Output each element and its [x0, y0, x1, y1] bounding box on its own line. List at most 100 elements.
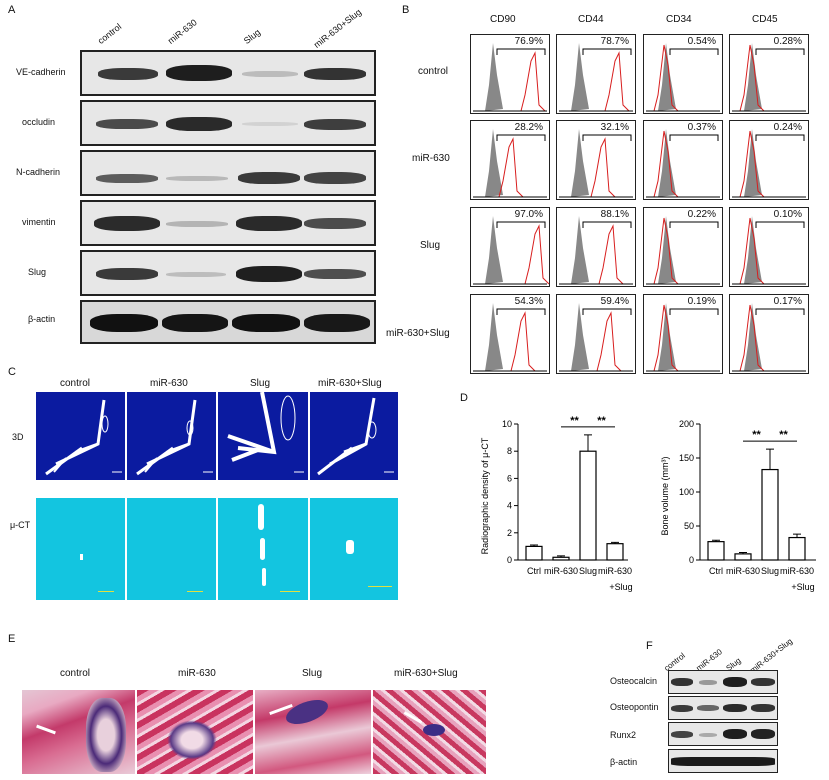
blot-vimentin: [80, 200, 376, 246]
y-tick-label: 2: [507, 528, 512, 538]
gate-percentage: 32.1%: [600, 122, 629, 133]
error-bar: [530, 544, 538, 547]
marker-histogram: [510, 311, 536, 372]
gate-percentage: 0.22%: [687, 209, 716, 220]
ct-3d-image: [310, 392, 398, 480]
isotype-histogram: [571, 216, 589, 284]
blot-n-cadherin: [80, 150, 376, 196]
error-bar: [557, 555, 565, 558]
blot-osteocalcin: [668, 670, 778, 694]
flow-histogram: 54.3%: [470, 294, 550, 374]
marker-histogram: [739, 304, 765, 372]
blot-row-label: vimentin: [22, 217, 56, 227]
flow-row-label: Slug: [420, 240, 441, 251]
flow-histogram: 0.28%: [729, 34, 809, 114]
flow-histogram: 76.9%: [470, 34, 550, 114]
marker-histogram: [739, 130, 765, 198]
gate-bracket: [496, 134, 546, 141]
flow-histogram: 0.10%: [729, 207, 809, 287]
panel-label-d: D: [460, 392, 468, 404]
flow-histogram: 0.54%: [643, 34, 723, 114]
y-tick-label: 8: [507, 446, 512, 456]
y-axis-label: Bone volume (mm³): [660, 456, 670, 535]
panel-label-f: F: [646, 640, 653, 652]
ct-mu-image: [218, 498, 308, 600]
gate-percentage: 78.7%: [600, 36, 629, 47]
gate-percentage: 54.3%: [514, 296, 543, 307]
marker-histogram: [498, 137, 524, 198]
blot-osteopontin: [668, 696, 778, 720]
flow-row-label: miR-630: [412, 153, 450, 164]
significance-marker: **: [597, 416, 606, 427]
marker-histogram: [604, 51, 630, 112]
x-tick-label: Slug: [761, 566, 779, 576]
gate-percentage: 0.10%: [773, 209, 802, 220]
ct-col-label: control: [60, 378, 91, 389]
histo-col-label: miR-630: [178, 668, 216, 679]
isotype-histogram: [571, 43, 589, 111]
ct-mu-image: [36, 498, 125, 600]
x-tick-label: miR-630: [780, 566, 814, 576]
gate-percentage: 0.19%: [687, 296, 716, 307]
y-tick-label: 0: [507, 555, 512, 565]
histo-col-label: Slug: [302, 668, 323, 679]
gate-bracket: [755, 48, 805, 55]
flow-histogram: 97.0%: [470, 207, 550, 287]
error-bar: [712, 539, 720, 542]
gate-bracket: [582, 308, 632, 315]
flow-row-label: miR-630+Slug: [386, 328, 450, 339]
ct-mu-image: [310, 498, 398, 600]
isotype-histogram: [744, 303, 762, 371]
gate-bracket: [582, 134, 632, 141]
marker-histogram: [653, 217, 679, 285]
isotype-histogram: [744, 129, 762, 197]
x-tick-label: Ctrl: [527, 566, 541, 576]
histology-image: [22, 690, 135, 774]
isotype-histogram: [571, 129, 589, 197]
y-tick-label: 4: [507, 501, 512, 511]
y-tick-label: 150: [679, 453, 694, 463]
histology-image: [373, 690, 486, 774]
blot-f-row-label: Runx2: [610, 730, 637, 740]
y-axis-label: Radiographic density of μ-CT: [480, 437, 490, 554]
flow-histogram: 0.17%: [729, 294, 809, 374]
gate-percentage: 97.0%: [514, 209, 543, 220]
histo-col-label: miR-630+Slug: [394, 668, 458, 679]
blot-row-label: VE-cadherin: [16, 67, 66, 77]
y-tick-label: 100: [679, 487, 694, 497]
gate-bracket: [496, 308, 546, 315]
y-tick-label: 6: [507, 473, 512, 483]
error-bar: [611, 541, 619, 544]
gate-bracket: [755, 134, 805, 141]
bar: [788, 536, 806, 561]
bar: [525, 545, 543, 561]
blot-a-col-label: miR-630+Slug: [311, 6, 364, 50]
marker-histogram: [739, 44, 765, 112]
marker-histogram: [598, 224, 624, 285]
flow-histogram: 0.37%: [643, 120, 723, 200]
histology-image: [255, 690, 371, 774]
blot-a-col-label: Slug: [241, 27, 263, 46]
marker-header: CD45: [752, 14, 778, 25]
bar: [761, 468, 779, 561]
panel-label-e: E: [8, 633, 16, 645]
isotype-histogram: [744, 216, 762, 284]
significance-marker: **: [752, 429, 761, 441]
isotype-histogram: [658, 216, 676, 284]
histology-image: [137, 690, 253, 774]
gate-percentage: 0.37%: [687, 122, 716, 133]
blot-f-row-label: β-actin: [610, 757, 638, 767]
isotype-histogram: [744, 43, 762, 111]
x-tick-label: miR-630: [726, 566, 760, 576]
y-tick-label: 200: [679, 419, 694, 429]
x-tick-label: Ctrl: [709, 566, 723, 576]
x-tick-label: miR-630: [544, 566, 578, 576]
blot-row-label: occludin: [22, 117, 56, 127]
bar: [734, 553, 752, 561]
gate-bracket: [669, 134, 719, 141]
significance-marker: **: [779, 429, 788, 441]
x-tick-label: +Slug: [791, 582, 814, 592]
flow-histogram: 78.7%: [556, 34, 636, 114]
marker-histogram: [596, 311, 622, 372]
